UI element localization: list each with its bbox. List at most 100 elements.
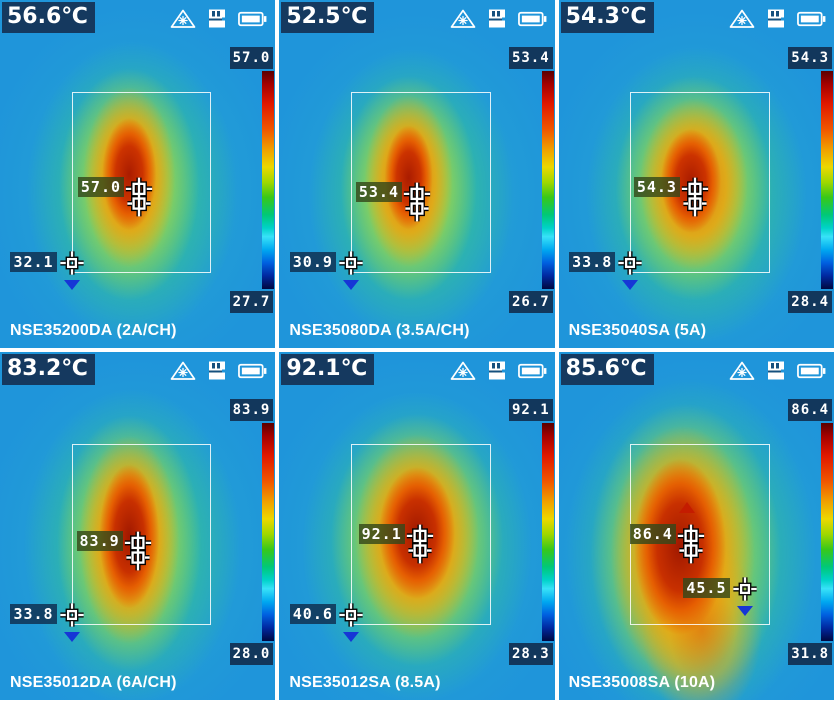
sd-card-icon: [207, 8, 227, 29]
laser-warning-icon: [450, 361, 476, 381]
scale-max-value: 92.1: [508, 399, 553, 421]
hot-arrow-icon: [678, 501, 695, 513]
model-label: NSE35040SA (5A): [568, 322, 707, 339]
scale-max-value: 57.0: [229, 47, 274, 69]
sd-card-icon: [487, 360, 507, 381]
max-temp-label: 54.3: [633, 176, 680, 197]
min-temp-label: 33.8: [10, 603, 57, 624]
scale-max-value: 83.9: [229, 399, 274, 421]
thermal-panel: 53.4 26.7 52.5℃ 53.4 30.9 NSE35080DA (3.…: [279, 0, 555, 348]
thermal-image: [0, 0, 276, 348]
thermal-image: [558, 352, 834, 700]
battery-icon: [238, 363, 267, 379]
thermal-panel: 57.0 27.7 56.6℃ 57.0 32.1 NSE35200DA (2A…: [0, 0, 276, 348]
laser-warning-icon: [450, 9, 476, 29]
measure-area-rect: [350, 444, 491, 626]
crosshair-icon: [403, 522, 437, 566]
cold-arrow-icon: [342, 279, 359, 290]
max-temp-label: 86.4: [629, 523, 676, 544]
thermal-panel: 86.4 31.8 85.6℃ 86.4 45.5 NSE35008SA (10…: [558, 352, 834, 700]
crosshair-icon: [337, 249, 365, 277]
model-label: NSE35200DA (2A/CH): [10, 322, 177, 339]
battery-icon: [238, 11, 267, 27]
crosshair-icon: [121, 529, 155, 573]
model-label: NSE35012SA (8.5A): [289, 674, 441, 691]
spot-temp-readout: 52.5℃: [281, 2, 375, 33]
status-icons: [729, 360, 826, 381]
cold-arrow-icon: [63, 279, 80, 290]
model-label: NSE35008SA (10A): [568, 674, 716, 691]
sd-card-icon: [766, 8, 786, 29]
measure-area-rect: [630, 92, 770, 274]
crosshair-icon: [58, 601, 86, 629]
crosshair-icon: [400, 180, 434, 224]
laser-warning-icon: [170, 361, 196, 381]
crosshair-icon: [678, 175, 712, 219]
scale-min-value: 28.3: [508, 643, 553, 665]
cold-arrow-icon: [63, 631, 80, 642]
laser-warning-icon: [729, 9, 755, 29]
crosshair-icon: [337, 601, 365, 629]
cold-arrow-icon: [342, 631, 359, 642]
cold-arrow-icon: [736, 605, 753, 616]
measure-area-rect: [71, 92, 212, 274]
spot-temp-readout: 85.6℃: [560, 354, 654, 385]
measure-area-rect: [71, 444, 212, 626]
thermal-panel: 83.9 28.0 83.2℃ 83.9 33.8 NSE35012DA (6A…: [0, 352, 276, 700]
crosshair-icon: [731, 575, 759, 603]
status-icons: [450, 8, 547, 29]
min-temp-label: 40.6: [289, 603, 336, 624]
min-temp-label: 32.1: [10, 251, 57, 272]
sd-card-icon: [207, 360, 227, 381]
spot-temp-readout: 83.2℃: [2, 354, 95, 385]
scale-max-value: 54.3: [788, 47, 832, 69]
thermal-image: [0, 352, 276, 700]
colorbar: [262, 423, 275, 641]
colorbar: [541, 423, 554, 641]
cold-arrow-icon: [622, 279, 639, 290]
thermal-panel: 92.1 28.3 92.1℃ 92.1 40.6 NSE35012SA (8.…: [279, 352, 555, 700]
status-icons: [170, 360, 267, 381]
crosshair-icon: [58, 249, 86, 277]
max-temp-label: 92.1: [358, 523, 405, 544]
battery-icon: [797, 11, 826, 27]
colorbar: [821, 71, 833, 289]
thermal-image: [279, 0, 555, 348]
status-icons: [170, 8, 267, 29]
scale-min-value: 31.8: [788, 643, 832, 665]
scale-max-value: 53.4: [508, 47, 553, 69]
colorbar: [541, 71, 554, 289]
battery-icon: [518, 363, 547, 379]
scale-max-value: 86.4: [788, 399, 832, 421]
sd-card-icon: [487, 8, 507, 29]
colorbar: [821, 423, 833, 641]
sd-card-icon: [766, 360, 786, 381]
scale-min-value: 27.7: [229, 291, 274, 313]
scale-min-value: 28.4: [788, 291, 832, 313]
scale-min-value: 28.0: [229, 643, 274, 665]
laser-warning-icon: [729, 361, 755, 381]
status-icons: [729, 8, 826, 29]
thermal-image: [279, 352, 555, 700]
max-temp-label: 53.4: [355, 182, 402, 203]
battery-icon: [518, 11, 547, 27]
crosshair-icon: [122, 175, 156, 219]
spot-temp-readout: 92.1℃: [281, 354, 375, 385]
crosshair-icon: [674, 522, 708, 566]
measure-area-rect: [350, 92, 491, 274]
status-icons: [450, 360, 547, 381]
crosshair-icon: [616, 249, 644, 277]
battery-icon: [797, 363, 826, 379]
scale-min-value: 26.7: [508, 291, 553, 313]
min-temp-label: 30.9: [289, 251, 336, 272]
min-temp-label: 45.5: [683, 577, 730, 598]
thermal-panel: 54.3 28.4 54.3℃ 54.3 33.8 NSE35040SA (5A…: [558, 0, 834, 348]
min-temp-label: 33.8: [569, 251, 616, 272]
thermal-image: [558, 0, 834, 348]
colorbar: [262, 71, 275, 289]
spot-temp-readout: 56.6℃: [2, 2, 95, 33]
max-temp-label: 57.0: [77, 176, 125, 197]
model-label: NSE35080DA (3.5A/CH): [289, 322, 470, 339]
